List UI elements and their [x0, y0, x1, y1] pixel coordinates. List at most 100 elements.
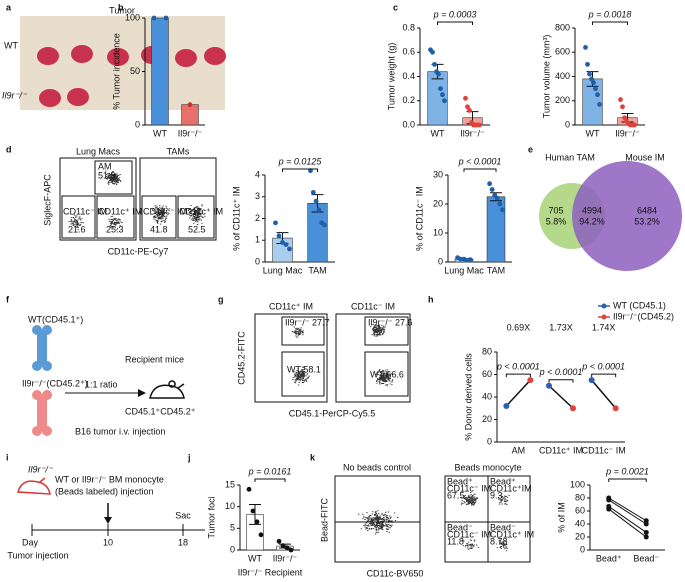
set-label: Mouse IM [625, 152, 665, 162]
flow-events [375, 369, 394, 387]
axis-label: Bead-FITC [319, 497, 329, 542]
significance-bracket [548, 379, 574, 383]
donor-label: Il9r⁻/⁻(CD45.2⁺) [22, 378, 88, 388]
flow-events [291, 326, 305, 338]
gate-label: Il9r⁻/⁻ 27.6 [368, 317, 413, 327]
significance-bracket [505, 373, 531, 378]
y-tick-label: 400 [555, 71, 570, 81]
y-axis-label: % Donor derived cells [463, 353, 473, 441]
x-tick-label: Bead⁺ [596, 553, 622, 563]
recipient-label: Recipient mice [125, 354, 184, 364]
data-point [612, 405, 619, 412]
data-point [467, 108, 472, 113]
gate [364, 351, 409, 397]
pair-line [608, 508, 647, 538]
y-tick-label: 1 [255, 235, 260, 245]
fold-change: 1.74X [592, 322, 616, 332]
data-point [276, 233, 282, 239]
data-point [620, 104, 625, 110]
y-tick-label: 30 [433, 169, 443, 179]
set-label: Human TAM [545, 152, 595, 162]
flow-events [187, 204, 206, 225]
data-point [546, 382, 552, 389]
plot-title: CD11c⁺ IM [269, 301, 313, 311]
gate [96, 195, 135, 239]
data-point [254, 519, 260, 525]
legend-swatch [601, 314, 607, 320]
significance-bracket [282, 168, 318, 172]
flow-events [460, 492, 479, 506]
gate-value: 25.3 [106, 224, 124, 234]
axis-label: CD45.1-PerCP-Cy5.5 [289, 408, 376, 418]
gate-label: CD11c⁻ IM [143, 206, 187, 216]
data-point [597, 101, 602, 107]
y-tick-label: 0.4 [402, 71, 415, 81]
pair-line [548, 385, 574, 409]
p-value: p = 0.0003 [433, 9, 477, 19]
legend-label: Il9r⁻/⁻(CD45.2) [613, 311, 674, 321]
region-count: 4994 [582, 205, 602, 215]
data-point [246, 486, 252, 492]
flow-events [496, 539, 509, 552]
day-label: Day [22, 537, 39, 547]
arrowhead [104, 517, 112, 524]
data-point [622, 115, 627, 121]
axis-label: CD11c-BV650 [367, 568, 424, 578]
sac-label: Sac [175, 510, 191, 520]
legend-label: WT (CD45.1) [613, 300, 666, 310]
y-tick-label: 60 [575, 505, 585, 515]
data-point [643, 534, 649, 540]
bar [151, 17, 169, 126]
bar [427, 71, 448, 126]
axis-label: CD45.2-FITC [236, 331, 246, 385]
y-axis-label: Tumor volume (mm³) [541, 35, 551, 119]
data-point [595, 92, 600, 98]
panel-label: j [187, 452, 191, 462]
x-tick-label: WT [248, 553, 262, 563]
plot-title: CD11c⁻ IM [351, 301, 395, 311]
gate-value: 21.6 [68, 224, 86, 234]
y-tick-label: 0 [565, 119, 570, 129]
gate-label: CD11c⁺ IM [179, 206, 223, 216]
significance-bracket [608, 478, 647, 482]
data-point [283, 242, 289, 248]
y-tick-label: 80 [482, 346, 492, 356]
y-axis-label: % Tumor incidence [111, 33, 121, 110]
y-tick-label: 0 [230, 544, 235, 554]
y-tick-label: 0 [255, 256, 260, 266]
gate-label: Bead⁻ [447, 522, 473, 532]
gate [177, 195, 215, 239]
data-point [500, 207, 505, 213]
y-axis-label: Tumor weight (g) [386, 43, 396, 111]
y-tick-label: 0 [487, 436, 492, 446]
panel-label: e [528, 144, 533, 154]
gate-label: CD11c⁺ IM [490, 529, 534, 539]
flow-events [151, 205, 171, 225]
data-point [494, 195, 500, 201]
gate [61, 195, 96, 239]
gate-label: 8.78 [490, 536, 508, 546]
data-point [322, 222, 327, 228]
flow-events [461, 539, 480, 550]
data-point [583, 45, 588, 50]
data-point [477, 122, 482, 128]
flow-plot [334, 475, 421, 563]
data-point [587, 71, 592, 77]
panel-label: k [310, 452, 316, 462]
y-tick-label: 800 [555, 22, 570, 32]
row-label: Il9r⁻/⁻ [2, 90, 28, 100]
injection-label: WT or Il9r⁻/⁻ BM monocyte [55, 474, 164, 484]
bone-wt [32, 325, 52, 371]
y-axis-label: % of IM [556, 502, 566, 533]
y-tick-label: 80 [575, 492, 585, 502]
tumor [67, 88, 89, 106]
gate-label: WT 66.6 [370, 369, 404, 379]
fold-change: 1.73X [549, 322, 573, 332]
venn-mouse-im [572, 161, 682, 271]
y-tick-label: 3 [255, 191, 260, 201]
axis-label: SiglecF-APC [42, 174, 52, 226]
p-value: p = 0.0125 [278, 156, 323, 166]
y-tick-label: 60 [482, 369, 492, 379]
gate-label: Il9r⁻/⁻ 27.7 [285, 317, 330, 327]
gate-label: Bead⁺ [490, 476, 516, 486]
